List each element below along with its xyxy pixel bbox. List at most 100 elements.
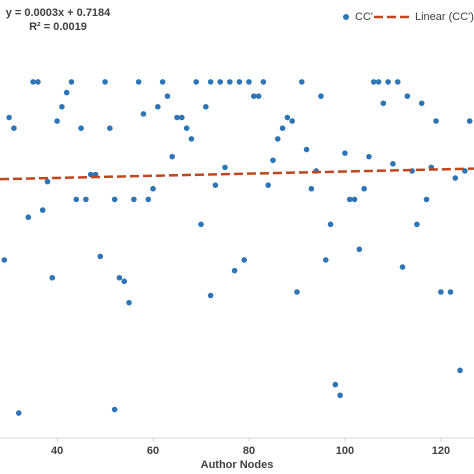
point [78, 125, 84, 131]
point [15, 410, 22, 416]
point [438, 289, 444, 295]
point [207, 292, 214, 299]
point [6, 114, 12, 121]
point [35, 79, 41, 85]
point [116, 274, 123, 281]
point [198, 221, 204, 228]
point [361, 185, 367, 192]
point [342, 150, 348, 156]
point [418, 100, 425, 107]
point [203, 104, 209, 110]
point [270, 157, 276, 164]
point [44, 178, 51, 185]
point [207, 79, 214, 85]
point [327, 221, 334, 228]
point [457, 367, 463, 374]
point [423, 196, 430, 203]
x-tick-label: 100 [336, 445, 354, 457]
point [250, 93, 257, 99]
point [111, 196, 118, 203]
point [222, 164, 228, 171]
point [54, 118, 60, 124]
point [83, 196, 89, 203]
point [466, 118, 473, 124]
x-tick-label: 40 [51, 445, 63, 457]
point [150, 185, 156, 192]
point [375, 79, 382, 85]
point [73, 196, 80, 203]
point [63, 89, 70, 96]
r-squared: R² = 0.0019 [29, 21, 87, 33]
point [25, 214, 32, 221]
point [351, 196, 358, 203]
point [279, 125, 286, 131]
point [274, 136, 281, 142]
point [260, 79, 267, 85]
point [97, 253, 104, 260]
point [159, 79, 166, 85]
point [145, 196, 152, 203]
trend-equation: y = 0.0003x + 0.7184 [6, 7, 111, 19]
point [179, 114, 185, 121]
point [390, 161, 396, 167]
legend-label: Linear (CC') [415, 11, 474, 23]
point [11, 125, 17, 131]
point [107, 125, 113, 131]
x-tick-label: 80 [243, 445, 255, 457]
point [174, 114, 180, 121]
point [49, 274, 56, 281]
point [366, 153, 372, 160]
point [126, 299, 132, 306]
point [385, 79, 391, 85]
point [169, 153, 176, 160]
point [59, 104, 65, 110]
point [308, 185, 315, 192]
x-tick-label: 60 [147, 445, 159, 457]
point [322, 257, 329, 263]
point [332, 381, 339, 388]
legend-label: CC' [355, 11, 373, 23]
point [217, 79, 224, 85]
point [284, 114, 291, 121]
trendline [0, 167, 474, 181]
point [39, 207, 46, 213]
point [452, 175, 459, 181]
point [140, 111, 147, 117]
point [289, 118, 295, 124]
point [241, 257, 247, 263]
point [414, 221, 420, 228]
point [193, 79, 200, 85]
point [399, 264, 406, 270]
point [394, 79, 401, 85]
point [447, 289, 454, 295]
point [265, 182, 271, 188]
point [155, 104, 161, 110]
point [246, 79, 252, 85]
legend-marker [343, 14, 349, 20]
point [102, 79, 108, 85]
point [1, 257, 8, 263]
point [298, 79, 305, 85]
point [318, 93, 324, 99]
point [121, 278, 128, 285]
point [227, 79, 233, 85]
point [346, 196, 353, 203]
point [111, 406, 118, 413]
point [236, 79, 243, 85]
x-tick-label: 120 [432, 445, 450, 457]
point [212, 182, 219, 188]
point [404, 93, 411, 99]
point [183, 125, 190, 131]
point [380, 100, 387, 107]
point [68, 79, 75, 85]
point [164, 93, 171, 99]
point [356, 246, 363, 253]
point [337, 392, 343, 399]
point [131, 196, 137, 203]
point [303, 146, 310, 153]
x-axis-title: Author Nodes [201, 459, 274, 471]
point [188, 136, 195, 142]
point [370, 79, 377, 85]
point [294, 289, 300, 295]
